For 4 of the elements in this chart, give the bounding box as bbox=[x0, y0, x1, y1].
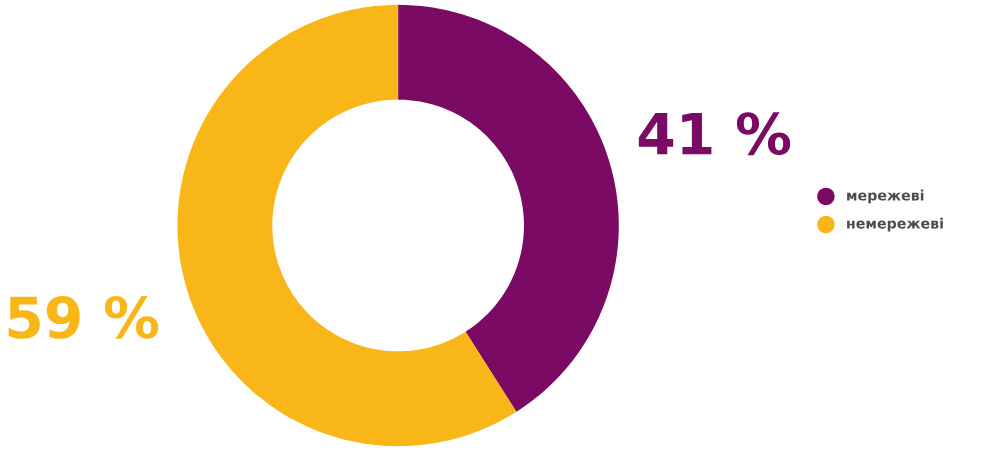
data-label: 41 % bbox=[638, 112, 791, 156]
data-label: 59 % bbox=[8, 295, 159, 339]
legend-label: мережеві bbox=[847, 189, 924, 204]
legend-label: немережеві bbox=[847, 217, 943, 232]
